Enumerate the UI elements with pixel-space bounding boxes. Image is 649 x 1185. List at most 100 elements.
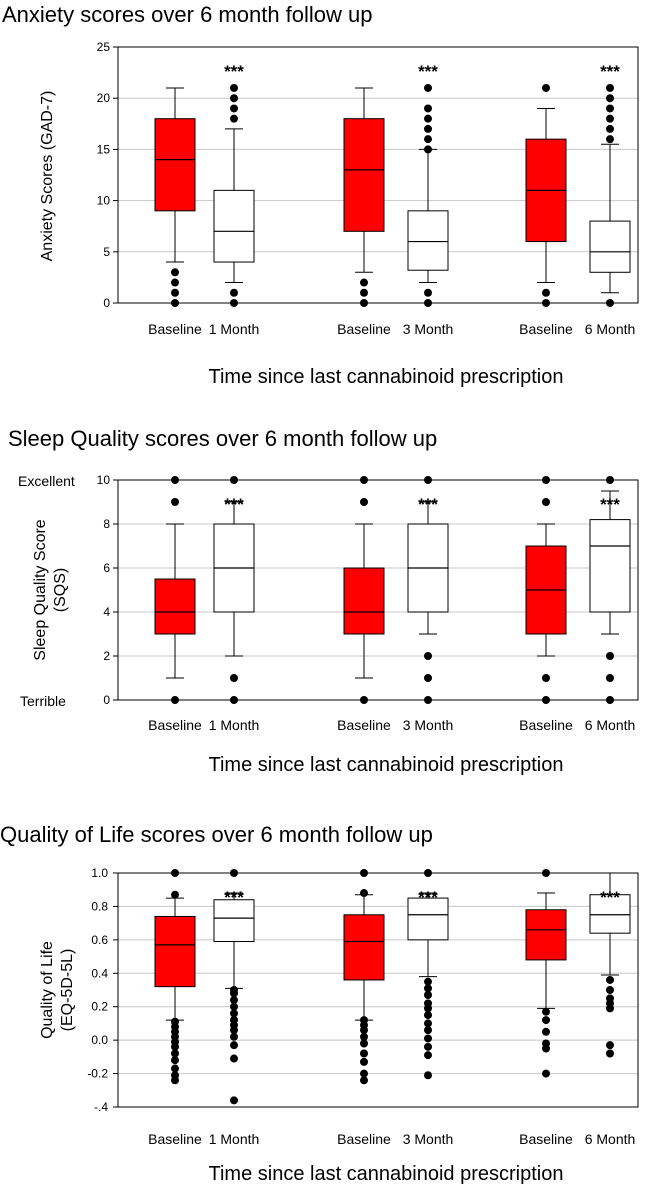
- box-group-5: Baseline: [519, 476, 573, 733]
- iqr-box: [213, 189, 255, 263]
- outlier-point: [424, 652, 432, 660]
- outlier-point: [230, 104, 238, 113]
- significance-marker: ***: [600, 495, 620, 514]
- x-tick-label: Baseline: [519, 717, 573, 733]
- iqr-box: [525, 909, 567, 961]
- significance-marker: ***: [224, 888, 244, 907]
- iqr-box: [343, 567, 385, 635]
- outlier-point: [542, 674, 550, 682]
- outlier-point: [360, 1076, 368, 1085]
- outlier-point: [542, 1007, 550, 1016]
- outlier-point: [171, 1056, 179, 1065]
- y-axis-label: Anxiety Scores (GAD-7): [39, 91, 56, 262]
- outlier-point: [542, 869, 550, 877]
- outlier-point: [171, 1064, 179, 1073]
- iqr-box: [343, 118, 385, 232]
- outlier-point: [542, 696, 550, 704]
- outlier-point: [424, 288, 432, 297]
- box-group-2: *** 1 Month: [209, 869, 259, 1147]
- outlier-point: [171, 268, 179, 277]
- y-tick-label: 10: [97, 473, 111, 487]
- outlier-point: [424, 476, 432, 484]
- y-axis-label-line: (EQ-5D-5L): [59, 949, 76, 1032]
- iqr-box: [407, 210, 449, 271]
- outlier-point: [424, 1071, 432, 1080]
- outlier-point: [606, 476, 614, 484]
- x-tick-label: 6 Month: [585, 717, 636, 733]
- chart-1: Anxiety scores over 6 month follow up 0 5 1…: [2, 2, 639, 388]
- outlier-point: [360, 1039, 368, 1048]
- outlier-point: [360, 696, 368, 704]
- chart-3: Quality of Life scores over 6 month foll…: [0, 822, 639, 1185]
- outlier-point: [360, 278, 368, 287]
- outlier-point: [542, 299, 550, 307]
- outlier-point: [230, 83, 238, 92]
- x-tick-label: 6 Month: [585, 1131, 636, 1147]
- x-axis-label: Time since last cannabinoid prescription: [209, 754, 564, 776]
- x-axis-label: Time since last cannabinoid prescription: [209, 1163, 564, 1185]
- outlier-point: [360, 1016, 368, 1025]
- chart-title: Sleep Quality scores over 6 month follow…: [8, 426, 437, 451]
- outlier-point: [230, 288, 238, 297]
- x-tick-label: 3 Month: [403, 1131, 454, 1147]
- iqr-box: [154, 915, 196, 988]
- outlier-point: [424, 145, 432, 154]
- outlier-point: [230, 1054, 238, 1063]
- outlier-point: [542, 1039, 550, 1048]
- box-group-5: Baseline: [519, 869, 573, 1147]
- x-tick-label: Baseline: [519, 1131, 573, 1147]
- box-group-1: Baseline: [148, 869, 202, 1147]
- chart-title: Quality of Life scores over 6 month foll…: [0, 822, 433, 847]
- outlier-point: [171, 1017, 179, 1026]
- plot-frame: [117, 46, 639, 304]
- outlier-point: [542, 1069, 550, 1078]
- iqr-box: [343, 914, 385, 981]
- x-tick-label: 3 Month: [403, 321, 454, 337]
- outlier-point: [171, 288, 179, 297]
- x-axis-label: Time since last cannabinoid prescription: [209, 366, 564, 388]
- y-tick-label: 0.2: [91, 1000, 108, 1014]
- outlier-point: [171, 476, 179, 484]
- outlier-point: [606, 1041, 614, 1050]
- chart-title: Anxiety scores over 6 month follow up: [2, 2, 373, 27]
- box-group-4: *** 3 Month: [403, 62, 454, 337]
- outlier-point: [424, 999, 432, 1008]
- outlier-point: [230, 114, 238, 123]
- outlier-point: [230, 1016, 238, 1025]
- x-tick-label: Baseline: [148, 1131, 202, 1147]
- outlier-point: [360, 498, 368, 506]
- outlier-point: [230, 996, 238, 1005]
- scale-label-top: Excellent: [18, 473, 75, 489]
- x-tick-label: 6 Month: [585, 321, 636, 337]
- iqr-box: [154, 118, 196, 212]
- x-tick-label: Baseline: [519, 321, 573, 337]
- outlier-point: [171, 869, 179, 877]
- significance-marker: ***: [224, 495, 244, 514]
- x-tick-label: Baseline: [337, 717, 391, 733]
- outlier-point: [606, 975, 614, 984]
- outlier-point: [606, 135, 614, 144]
- y-tick-label: 0.4: [91, 966, 108, 980]
- outlier-point: [606, 124, 614, 133]
- iqr-box: [589, 519, 631, 613]
- x-tick-label: Baseline: [337, 321, 391, 337]
- plot-frame: [117, 479, 639, 701]
- outlier-point: [230, 1009, 238, 1018]
- outlier-point: [360, 299, 368, 307]
- y-axis-label-line: (SQS): [52, 568, 69, 612]
- outlier-point: [542, 288, 550, 297]
- outlier-point: [424, 1034, 432, 1043]
- outlier-point: [424, 1042, 432, 1051]
- outlier-point: [606, 652, 614, 660]
- outlier-point: [606, 94, 614, 103]
- y-tick-label: 15: [97, 142, 111, 156]
- significance-marker: ***: [600, 62, 620, 81]
- chart-2: Sleep Quality scores over 6 month follow…: [8, 426, 639, 776]
- outlier-point: [542, 1027, 550, 1036]
- outlier-point: [424, 114, 432, 123]
- outlier-point: [171, 1049, 179, 1058]
- y-tick-label: 2: [103, 649, 110, 663]
- plot-frame: [117, 872, 639, 1108]
- outlier-point: [606, 986, 614, 994]
- y-tick-label: 0.8: [91, 899, 108, 913]
